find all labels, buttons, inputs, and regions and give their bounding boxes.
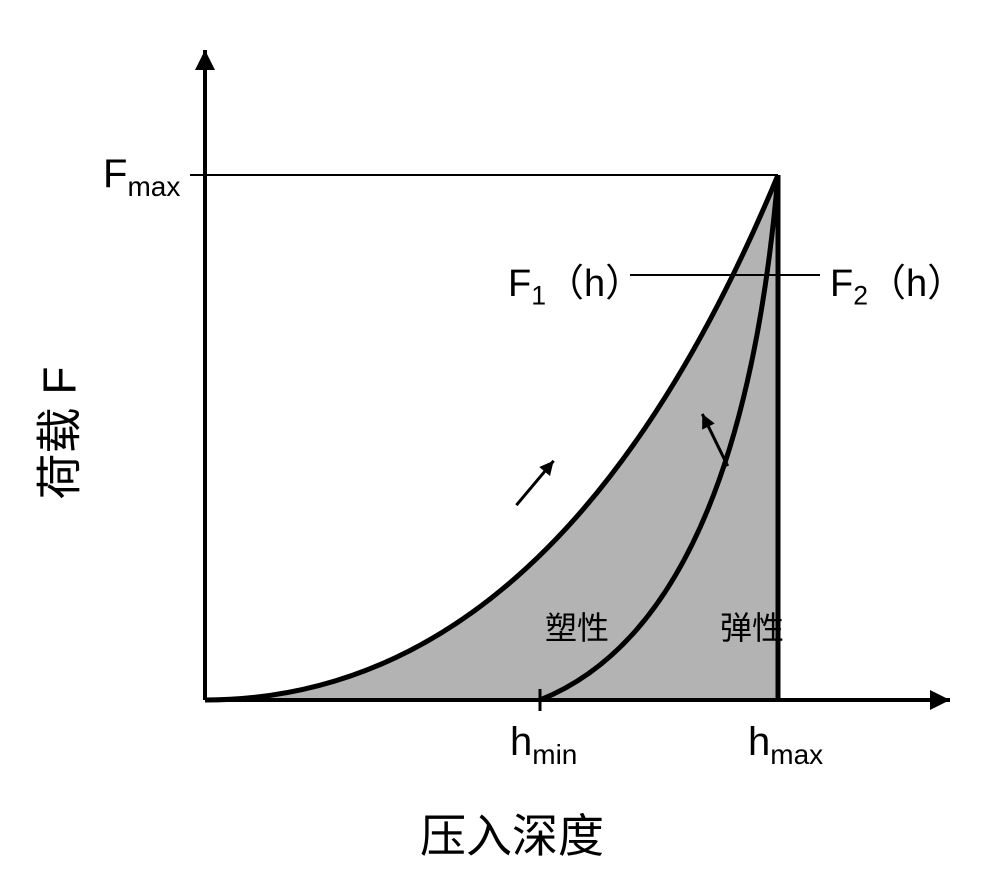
hmax-label: hmax: [748, 720, 823, 771]
x-axis-label: 压入深度: [420, 800, 604, 866]
f1-label: F1（h）: [508, 252, 643, 312]
elastic-region-label: 弹性: [720, 603, 784, 649]
y-axis-label: 荷载 F: [23, 367, 89, 500]
fmax-label: Fmax: [103, 152, 180, 203]
plastic-region-label: 塑性: [545, 603, 609, 649]
hmin-label: hmin: [510, 720, 577, 771]
chart-svg: [0, 0, 1000, 879]
load-depth-chart: 荷载 F 压入深度 Fmax hmin hmax F1（h） F2（h） 塑性 …: [0, 0, 1000, 879]
f2-label: F2（h）: [830, 252, 965, 312]
